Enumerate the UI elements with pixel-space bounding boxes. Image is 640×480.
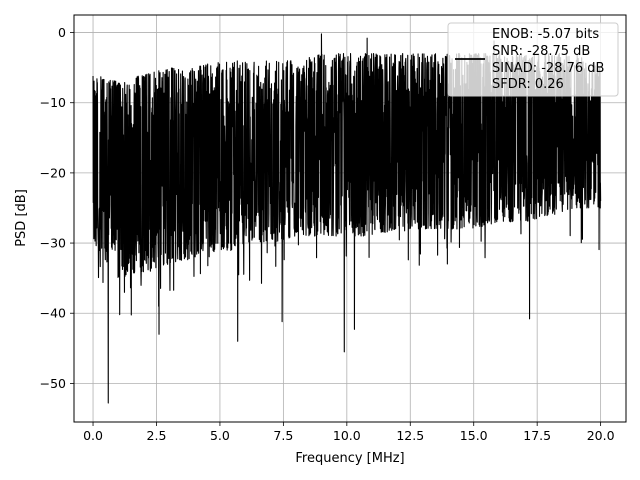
- x-tick-label: 5.0: [210, 428, 230, 443]
- x-tick-label: 12.5: [396, 428, 424, 443]
- y-axis-label: PSD [dB]: [14, 189, 29, 247]
- x-tick-label: 17.5: [523, 428, 551, 443]
- legend-entry-sfdr: SFDR: 0.26: [492, 77, 564, 92]
- x-axis-ticks: 0.0 2.5 5.0 7.5 10.0 12.5 15.0 17.5 20.0: [83, 422, 615, 443]
- legend-entry-enob: ENOB: -5.07 bits: [492, 27, 599, 42]
- plot-frame: [73, 14, 627, 423]
- y-tick-label: −30: [40, 236, 66, 251]
- y-tick-label: −20: [40, 165, 66, 180]
- x-tick-label: 10.0: [333, 428, 361, 443]
- x-tick-label: 7.5: [273, 428, 293, 443]
- x-tick-label: 15.0: [460, 428, 488, 443]
- y-tick-label: −50: [40, 376, 66, 391]
- legend-entry-sinad: SINAD: -28.76 dB: [492, 61, 604, 76]
- y-axis-ticks: 0 −10 −20 −30 −40 −50: [40, 25, 74, 391]
- x-tick-label: 2.5: [147, 428, 167, 443]
- legend-entry-snr: SNR: -28.75 dB: [492, 44, 590, 59]
- x-tick-label: 20.0: [587, 428, 615, 443]
- legend-box: [447, 22, 619, 97]
- y-tick-label: 0: [58, 25, 66, 40]
- x-tick-label: 0.0: [83, 428, 103, 443]
- legend: ENOB: -5.07 bits SNR: -28.75 dB SINAD: -…: [447, 22, 619, 97]
- x-axis-label: Frequency [MHz]: [295, 451, 404, 466]
- y-tick-label: −40: [40, 306, 66, 321]
- y-tick-label: −10: [40, 95, 66, 110]
